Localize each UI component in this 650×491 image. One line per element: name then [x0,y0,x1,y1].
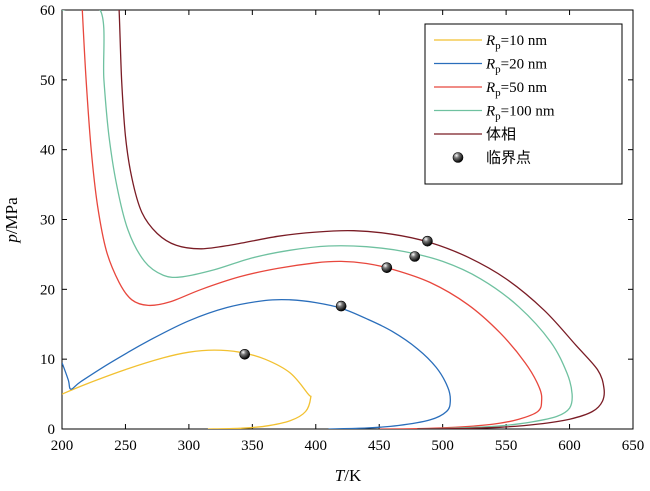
x-tick-label: 200 [51,438,74,454]
x-tick-label: 600 [558,438,581,454]
y-tick-label: 50 [40,73,55,89]
series-line [62,10,573,429]
legend-marker [452,152,464,163]
series-line [81,10,543,429]
y-tick-label: 30 [40,213,55,229]
x-tick-label: 300 [178,438,201,454]
x-tick-label: 500 [431,438,454,454]
y-tick-label: 0 [48,422,56,438]
y-tick-label: 20 [40,282,55,298]
legend-label: Rp=100 nm [485,104,555,123]
critical-point [335,300,347,312]
y-tick-label: 40 [40,143,55,159]
critical-point [422,235,433,247]
x-tick-label: 450 [368,438,391,454]
critical-point [381,262,393,273]
y-tick-label: 60 [40,3,55,19]
legend-label: Rp=20 nm [485,57,547,76]
x-tick-label: 650 [622,438,645,454]
y-tick-label: 10 [40,352,55,368]
critical-point [409,251,421,262]
critical-points-layer [239,235,433,360]
series-line [117,10,605,429]
critical-point [239,348,251,360]
legend-label: 体相 [486,126,516,143]
series-line [62,349,312,429]
y-axis-title: p/MPa [2,197,21,244]
legend-label: 临界点 [486,150,531,167]
x-tick-label: 550 [495,438,518,454]
axis-ticks: 200 250 300 350 400 450 500 550 600 650 0 10 20 30 40 5… [40,3,644,454]
series-line [62,298,451,429]
x-tick-label: 400 [305,438,328,454]
x-axis-title: T/K [335,466,362,485]
x-tick-label: 350 [241,438,264,454]
legend-label: Rp=10 nm [485,33,547,52]
x-tick-label: 250 [114,438,137,454]
legend-label: Rp=50 nm [485,80,547,99]
